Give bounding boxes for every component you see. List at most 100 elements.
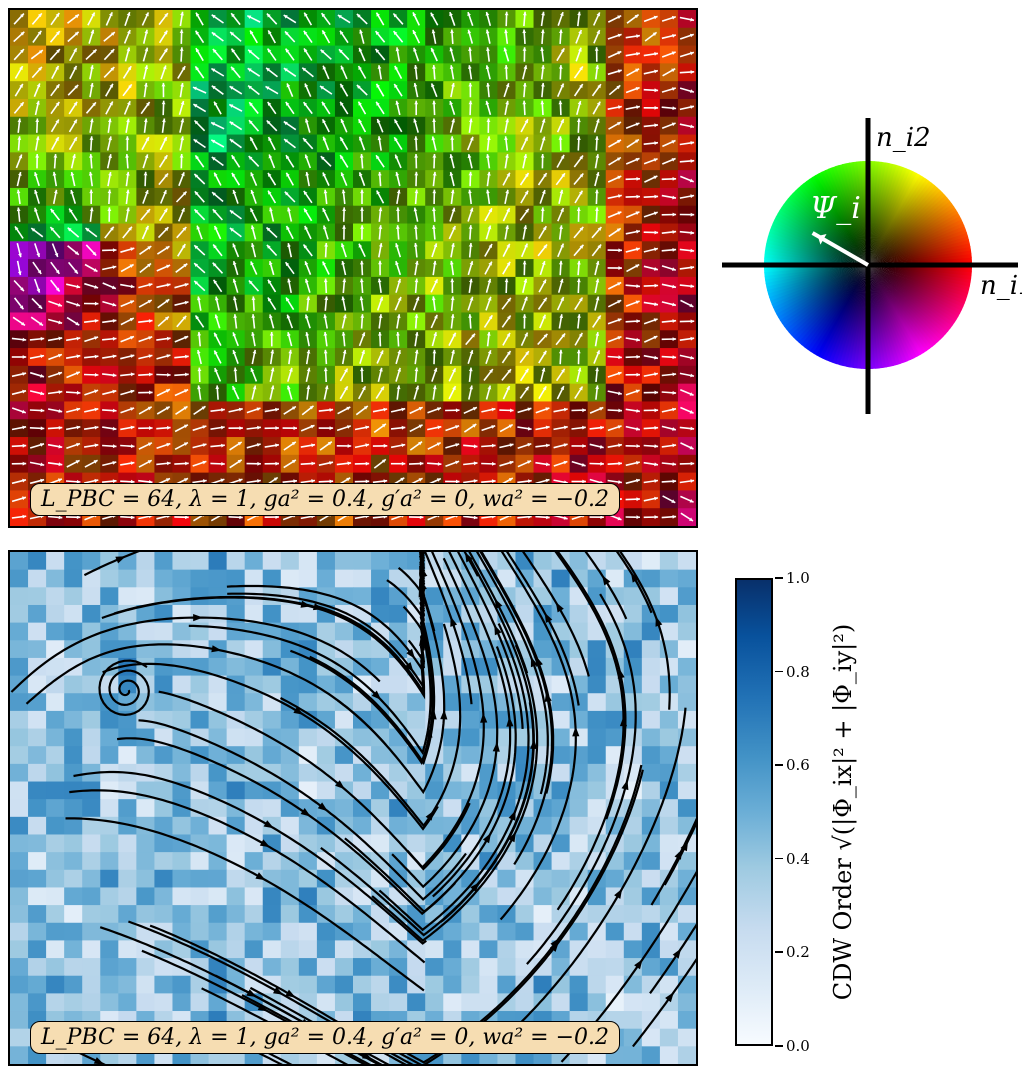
phase-arrow-head (148, 283, 153, 287)
cdw-cell (172, 869, 192, 889)
phase-arrow-head (524, 190, 529, 195)
cdw-cell (208, 569, 228, 588)
cdw-cell (136, 887, 156, 906)
phase-arrow-head (40, 391, 45, 396)
cdw-cell (569, 710, 589, 730)
phase-arrow-head (201, 406, 206, 410)
phase-arrow-head (22, 372, 27, 376)
phase-arrow-head (414, 225, 418, 229)
phase-arrow-head (89, 189, 94, 194)
cdw-cell (425, 975, 444, 994)
phase-arrow-head (270, 385, 275, 390)
phase-arrow-head (437, 407, 441, 411)
cdw-cell (118, 975, 137, 994)
phase-arrow-head (163, 155, 168, 160)
phase-arrow-head (418, 424, 423, 429)
cdw-cell (136, 799, 156, 818)
cdw-cell (605, 905, 625, 924)
phase-arrow-head (221, 425, 225, 430)
phase-arrow-head (469, 385, 473, 390)
cdw-cell (316, 869, 336, 889)
phase-arrow-head (268, 261, 273, 265)
cdw-cell (46, 728, 65, 747)
cdw-cell (659, 1046, 679, 1064)
streamline-arrow (530, 656, 538, 668)
cdw-cell (659, 799, 679, 818)
streamline-arrow (630, 572, 639, 583)
phase-arrow-head (563, 425, 568, 430)
phase-arrow-head (595, 65, 600, 69)
cdw-cell (371, 993, 390, 1012)
colorbar-tick (775, 764, 783, 766)
phase-arrow-head (450, 314, 455, 318)
streamline-arrow (293, 706, 304, 715)
cdw-cell (316, 975, 336, 994)
phase-arrow-head (618, 480, 622, 484)
cdw-cell (136, 905, 156, 924)
cdw-cell (677, 622, 696, 641)
phase-arrow-head (558, 100, 563, 105)
phase-arrow-head (166, 264, 171, 269)
streamline (479, 552, 554, 865)
phase-arrow-head (636, 461, 640, 465)
phase-arrow-head (212, 192, 216, 196)
phase-arrow-head (112, 461, 117, 465)
phase-arrow-head (654, 194, 659, 199)
cdw-cell (46, 993, 65, 1012)
phase-arrow-head (597, 244, 602, 249)
phase-arrow-head (432, 100, 436, 105)
colorbar-label: CDW Order √(|Φ_ix|² + |Φ_iy|²) (829, 623, 857, 1001)
cdw-cell (244, 940, 264, 959)
phase-arrow-head (540, 154, 545, 158)
phase-arrow-head (130, 389, 135, 394)
cdw-cell (371, 834, 390, 853)
phase-arrow-head (414, 136, 418, 140)
phase-arrow-head (285, 101, 290, 106)
cdw-cell (479, 887, 499, 906)
cdw-cell (82, 710, 101, 730)
cdw-cell (641, 693, 661, 712)
phase-arrow-head (635, 478, 640, 483)
cdw-cell (497, 746, 517, 765)
cdw-cell (298, 746, 318, 765)
cdw-cell (226, 728, 246, 747)
phase-arrow-head (358, 101, 362, 106)
cdw-cell (659, 1028, 679, 1047)
phase-arrow-head (266, 67, 270, 72)
wheel-sector (842, 265, 868, 367)
phase-arrow-head (250, 225, 255, 230)
cdw-cell (46, 552, 65, 571)
cdw-cell (551, 834, 571, 853)
cdw-cell (172, 640, 192, 659)
phase-arrow-head (148, 336, 153, 340)
phase-arrow-head (164, 227, 169, 232)
phase-arrow-head (35, 136, 40, 141)
cdw-cell (172, 569, 192, 588)
phase-arrow-head (268, 137, 272, 141)
streamline-arrow (655, 616, 663, 627)
wheel-sector (868, 161, 883, 265)
phase-arrow-head (671, 122, 676, 127)
phase-arrow-head (109, 12, 113, 17)
cdw-cell (64, 816, 83, 836)
wheel-sector (868, 265, 946, 338)
phase-arrow-head (487, 171, 491, 176)
phase-arrow-head (17, 136, 22, 140)
cdw-cell (172, 587, 192, 606)
phase-arrow-head (595, 367, 599, 372)
phase-arrow-head (432, 118, 436, 122)
cdw-cell (244, 852, 264, 871)
phase-arrow-head (166, 478, 170, 482)
cdw-cell (172, 993, 192, 1012)
cdw-cell (353, 816, 372, 836)
phase-arrow-head (58, 336, 63, 341)
phase-arrow-head (303, 244, 308, 249)
cdw-cell (389, 958, 408, 977)
phase-arrow-head (522, 314, 527, 318)
phase-arrow-head (468, 225, 473, 229)
cdw-cell (100, 604, 119, 624)
phase-arrow-head (74, 14, 79, 19)
cdw-cell (208, 834, 228, 853)
phase-arrow-head (450, 278, 455, 283)
phase-arrow-head (378, 314, 383, 318)
